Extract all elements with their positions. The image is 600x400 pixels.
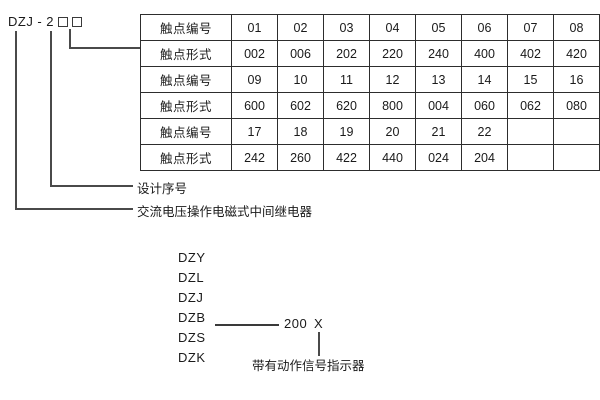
placeholder-box-1 bbox=[57, 16, 68, 27]
series-number: 200 bbox=[284, 316, 308, 331]
table-cell: 402 bbox=[507, 40, 554, 67]
row-header: 触点编号 bbox=[140, 118, 232, 145]
table-cell: 15 bbox=[507, 66, 554, 93]
leader-line-box-horizontal bbox=[69, 47, 141, 49]
placeholder-box-2 bbox=[71, 16, 82, 27]
table-cell: 800 bbox=[369, 92, 416, 119]
table-cell: 080 bbox=[553, 92, 600, 119]
table-cell: 16 bbox=[553, 66, 600, 93]
table-cell: 13 bbox=[415, 66, 462, 93]
leader-line-series-vertical bbox=[50, 31, 52, 186]
series-row: DZY bbox=[178, 248, 206, 268]
table-cell: 062 bbox=[507, 92, 554, 119]
table-cell: 08 bbox=[553, 14, 600, 41]
row-header: 触点形式 bbox=[140, 92, 232, 119]
table-cell: 600 bbox=[231, 92, 278, 119]
leader-line-suffix-vertical bbox=[318, 332, 320, 356]
row-header: 触点形式 bbox=[140, 144, 232, 171]
table-cell: 05 bbox=[415, 14, 462, 41]
table-cell: 422 bbox=[323, 144, 370, 171]
table-cell-empty bbox=[553, 144, 600, 171]
model-code-prefix: DZJ bbox=[8, 14, 34, 29]
row-header: 触点形式 bbox=[140, 40, 232, 67]
table-cell: 602 bbox=[277, 92, 324, 119]
table-cell: 202 bbox=[323, 40, 370, 67]
leader-line-prefix-horizontal bbox=[15, 208, 133, 210]
series-code: DZJ bbox=[178, 290, 204, 305]
series-connector-dash bbox=[215, 324, 279, 326]
table-cell: 21 bbox=[415, 118, 462, 145]
contact-table: 触点编号 01 02 03 04 05 06 07 08 触点形式 002 00… bbox=[140, 14, 600, 171]
callout-signal-indicator: 带有动作信号指示器 bbox=[252, 359, 365, 373]
series-row: DZS bbox=[178, 328, 206, 348]
row-header: 触点编号 bbox=[140, 66, 232, 93]
table-cell: 07 bbox=[507, 14, 554, 41]
table-cell: 060 bbox=[461, 92, 508, 119]
series-code-list: DZY DZL DZJ DZB DZS DZK bbox=[178, 248, 206, 368]
table-cell: 400 bbox=[461, 40, 508, 67]
table-row: 触点编号 09 10 11 12 13 14 15 16 bbox=[140, 66, 600, 93]
table-cell: 024 bbox=[415, 144, 462, 171]
callout-design-serial: 设计序号 bbox=[137, 182, 188, 196]
table-row: 触点编号 01 02 03 04 05 06 07 08 bbox=[140, 14, 600, 41]
table-cell: 01 bbox=[231, 14, 278, 41]
series-code: DZS bbox=[178, 330, 206, 345]
table-cell: 420 bbox=[553, 40, 600, 67]
table-cell: 02 bbox=[277, 14, 324, 41]
series-code: DZK bbox=[178, 350, 206, 365]
table-cell: 240 bbox=[415, 40, 462, 67]
model-code: DZJ - 2 bbox=[8, 14, 82, 29]
leader-line-box-vertical bbox=[69, 29, 71, 48]
table-cell: 12 bbox=[369, 66, 416, 93]
table-cell: 004 bbox=[415, 92, 462, 119]
table-cell: 002 bbox=[231, 40, 278, 67]
series-code: DZL bbox=[178, 270, 205, 285]
table-row: 触点形式 600 602 620 800 004 060 062 080 bbox=[140, 92, 600, 119]
table-cell-empty bbox=[507, 144, 554, 171]
table-cell: 11 bbox=[323, 66, 370, 93]
leader-line-prefix-vertical bbox=[15, 31, 17, 209]
leader-line-series-horizontal bbox=[50, 185, 133, 187]
table-cell: 18 bbox=[277, 118, 324, 145]
table-cell: 06 bbox=[461, 14, 508, 41]
series-row: DZL bbox=[178, 268, 206, 288]
table-row: 触点形式 242 260 422 440 024 204 bbox=[140, 144, 600, 171]
series-row: DZK bbox=[178, 348, 206, 368]
table-cell: 440 bbox=[369, 144, 416, 171]
series-code: DZB bbox=[178, 310, 206, 325]
table-row: 触点形式 002 006 202 220 240 400 402 420 bbox=[140, 40, 600, 67]
table-cell: 620 bbox=[323, 92, 370, 119]
table-cell: 04 bbox=[369, 14, 416, 41]
table-cell-empty bbox=[553, 118, 600, 145]
table-cell: 20 bbox=[369, 118, 416, 145]
table-cell: 09 bbox=[231, 66, 278, 93]
table-cell-empty bbox=[507, 118, 554, 145]
row-header: 触点编号 bbox=[140, 14, 232, 41]
contact-table-body: 触点编号 01 02 03 04 05 06 07 08 触点形式 002 00… bbox=[140, 14, 600, 171]
table-cell: 260 bbox=[277, 144, 324, 171]
table-cell: 204 bbox=[461, 144, 508, 171]
table-cell: 10 bbox=[277, 66, 324, 93]
table-cell: 006 bbox=[277, 40, 324, 67]
table-row: 触点编号 17 18 19 20 21 22 bbox=[140, 118, 600, 145]
table-cell: 220 bbox=[369, 40, 416, 67]
model-code-dash: - bbox=[37, 14, 43, 29]
table-cell: 14 bbox=[461, 66, 508, 93]
model-code-series: 2 bbox=[46, 14, 54, 29]
series-suffix: X bbox=[314, 316, 323, 331]
table-cell: 242 bbox=[231, 144, 278, 171]
table-cell: 17 bbox=[231, 118, 278, 145]
series-code: DZY bbox=[178, 250, 206, 265]
series-row: DZB bbox=[178, 308, 206, 328]
callout-relay-description: 交流电压操作电磁式中间继电器 bbox=[137, 205, 313, 219]
table-cell: 22 bbox=[461, 118, 508, 145]
table-cell: 03 bbox=[323, 14, 370, 41]
series-row: DZJ bbox=[178, 288, 206, 308]
table-cell: 19 bbox=[323, 118, 370, 145]
